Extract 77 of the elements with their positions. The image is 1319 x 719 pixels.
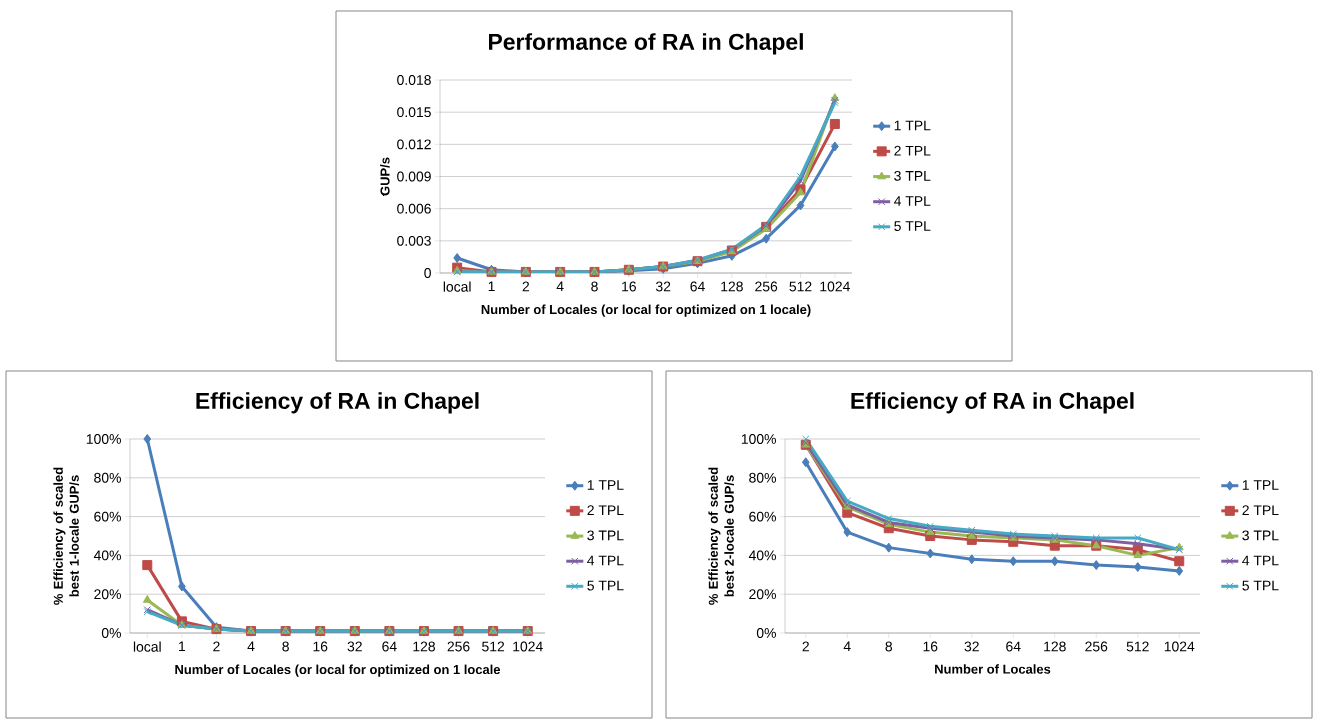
y-tick-label: 80% [749, 472, 776, 483]
y-tick-label: 80% [94, 472, 121, 483]
x-tick-label: 1024 [820, 281, 850, 292]
x-tick-label: 4 [247, 641, 255, 652]
x-tick-label: 2 [802, 641, 809, 652]
legend-label: 1 TPL [894, 120, 931, 131]
chart-title: Efficiency of RA in Chapel [196, 392, 479, 414]
legend-label: 1 TPL [1242, 480, 1279, 490]
y-tick-label: 0% [101, 628, 121, 638]
y-tick-label: 0.012 [397, 139, 431, 150]
y-tick-label: 40% [93, 550, 121, 561]
legend-label: 2 TPL [587, 505, 624, 515]
y-tick-label: 20% [749, 589, 776, 600]
legend-label: 4 TPL [1242, 555, 1279, 566]
legend-label: 5 TPL [894, 221, 931, 231]
x-tick-label: 256 [447, 641, 470, 652]
x-tick-label: local [133, 641, 161, 652]
x-tick-label: 1024 [1164, 641, 1195, 652]
legend-label: 4 TPL [893, 196, 931, 206]
y-axis-title: % Efficiency of scaled best 2-locale GUP/s [708, 467, 734, 605]
y-tick-label: 0.003 [397, 235, 431, 246]
y-axis-title: % Efficiency of scaled best 1-locale GUP/s [53, 467, 79, 605]
x-tick-label: 1 [488, 281, 495, 292]
x-tick-label: 64 [1006, 641, 1021, 652]
legend-label: 1 TPL [587, 480, 624, 490]
y-tick-label: 40% [748, 550, 776, 561]
legend-label: 3 TPL [894, 170, 931, 181]
x-tick-label: 8 [282, 641, 289, 652]
x-tick-label: 2 [213, 641, 220, 652]
x-tick-label: 128 [1044, 641, 1066, 652]
x-tick-label: 8 [885, 641, 893, 652]
x-tick-label: 32 [655, 281, 671, 292]
y-tick-label: 20% [94, 589, 121, 600]
y-tick-label: 0.015 [397, 107, 431, 118]
x-tick-label: 8 [591, 281, 598, 292]
x-tick-label: 1024 [513, 641, 543, 652]
x-tick-label: 1 [179, 641, 186, 652]
y-tick-label: 0.006 [397, 203, 431, 214]
x-tick-label: 4 [556, 281, 564, 292]
x-tick-label: 256 [755, 281, 778, 292]
legend-label: 2 TPL [1242, 505, 1279, 515]
x-tick-label: 16 [622, 281, 636, 292]
legend-label: 3 TPL [587, 530, 624, 541]
y-tick-label: 60% [749, 511, 776, 522]
x-tick-label: local [443, 281, 471, 292]
x-tick-label: 16 [313, 641, 328, 652]
chart-title: Efficiency of RA in Chapel [851, 392, 1134, 414]
x-axis-title: Number of Locales [935, 664, 1051, 674]
chart-title: Performance of RA in Chapel [489, 33, 803, 55]
y-axis-title: GUP/s [380, 157, 390, 196]
x-tick-label: 16 [923, 641, 938, 652]
x-tick-label: 2 [522, 281, 530, 292]
legend-label: 5 TPL [587, 580, 624, 591]
x-tick-label: 512 [482, 641, 505, 652]
x-axis-title: Number of Locales (or local for optimized on 1 locale [175, 664, 501, 677]
legend-label: 5 TPL [1242, 580, 1279, 591]
legend-label: 2 TPL [894, 145, 931, 156]
x-tick-label: 32 [964, 641, 979, 652]
x-tick-label: 32 [347, 641, 362, 652]
y-tick-label: 0% [756, 628, 776, 638]
x-tick-label: 512 [1126, 641, 1149, 652]
y-tick-label: 0 [424, 268, 431, 278]
y-tick-label: 0.018 [397, 75, 431, 85]
y-tick-label: 0.009 [397, 171, 431, 182]
x-tick-label: 64 [382, 641, 397, 652]
x-tick-label: 512 [789, 281, 812, 292]
x-tick-label: 256 [1085, 641, 1108, 652]
legend-label: 3 TPL [1242, 530, 1279, 541]
x-axis-title: Number of Locales (or local for optimized on 1 locale) [481, 304, 811, 317]
x-tick-label: 4 [843, 641, 851, 652]
y-tick-label: 100% [86, 434, 121, 444]
x-tick-label: 128 [413, 641, 435, 652]
x-tick-label: 64 [690, 281, 705, 292]
x-tick-label: 128 [721, 281, 743, 292]
y-tick-label: 100% [741, 434, 776, 444]
y-tick-label: 60% [94, 511, 121, 522]
legend-label: 4 TPL [587, 555, 624, 566]
